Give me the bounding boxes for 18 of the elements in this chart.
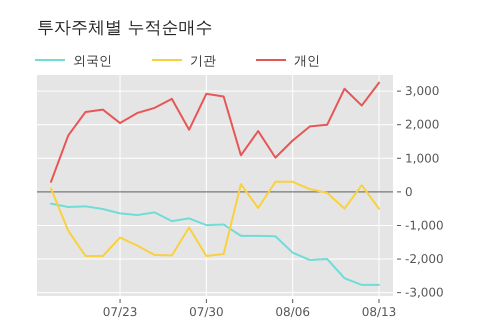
x-tick-label: 08/13 <box>362 305 396 319</box>
x-tick-label: 07/23 <box>102 305 138 319</box>
y-tick-label: 3,000 <box>405 84 440 98</box>
y-tick-label: -1,000 <box>405 218 444 232</box>
y-tick-label: -2,000 <box>405 252 444 266</box>
y-tick-label: 2,000 <box>405 118 440 132</box>
chart-title: 투자주체별 누적순매수 <box>37 18 212 38</box>
legend-label: 개인 <box>294 54 320 69</box>
y-tick-label: 0 <box>405 184 413 199</box>
y-tick-label: -3,000 <box>405 286 444 300</box>
y-tick-label: 1,000 <box>405 151 440 166</box>
line-series <box>50 82 380 183</box>
x-tick-label: 08/06 <box>275 305 310 319</box>
line-series <box>50 202 380 286</box>
line-series <box>50 180 380 258</box>
legend-label: 기관 <box>190 54 216 69</box>
legend-label: 외국인 <box>73 54 112 69</box>
x-tick-label: 07/30 <box>189 305 224 319</box>
